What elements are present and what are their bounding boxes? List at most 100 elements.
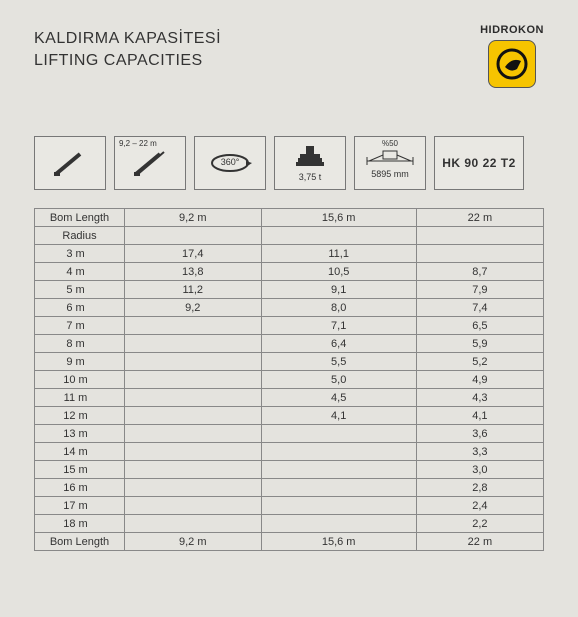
- page: KALDIRMA KAPASİTESİ LIFTING CAPACITIES H…: [0, 0, 578, 581]
- header-bom-length: Bom Length: [35, 209, 125, 227]
- value-cell: [416, 245, 543, 263]
- header: KALDIRMA KAPASİTESİ LIFTING CAPACITIES H…: [34, 24, 544, 88]
- value-cell: 9,2: [125, 299, 262, 317]
- value-cell: 9,1: [261, 281, 416, 299]
- value-cell: 2,2: [416, 515, 543, 533]
- value-cell: [261, 425, 416, 443]
- value-cell: [125, 317, 262, 335]
- radius-cell: 15 m: [35, 461, 125, 479]
- radius-cell: 18 m: [35, 515, 125, 533]
- empty-cell: [416, 227, 543, 245]
- value-cell: [125, 443, 262, 461]
- table-radius-row: Radius: [35, 227, 544, 245]
- spec-boom-range: 9,2 – 22 m: [114, 136, 186, 190]
- value-cell: [125, 479, 262, 497]
- spec-model-label: HK 90 22 T2: [442, 156, 516, 170]
- value-cell: 13,8: [125, 263, 262, 281]
- footer-col-1: 15,6 m: [261, 533, 416, 551]
- empty-cell: [125, 227, 262, 245]
- value-cell: 2,4: [416, 497, 543, 515]
- table-row: 12 m4,14,1: [35, 407, 544, 425]
- value-cell: 4,1: [416, 407, 543, 425]
- title-tr: KALDIRMA KAPASİTESİ: [34, 28, 221, 50]
- value-cell: 4,9: [416, 371, 543, 389]
- capacity-table: Bom Length 9,2 m 15,6 m 22 m Radius 3 m1…: [34, 208, 544, 551]
- spec-outrigger: %50 5895 mm: [354, 136, 426, 190]
- radius-cell: 3 m: [35, 245, 125, 263]
- value-cell: [125, 353, 262, 371]
- empty-cell: [261, 227, 416, 245]
- table-row: 4 m13,810,58,7: [35, 263, 544, 281]
- radius-cell: 17 m: [35, 497, 125, 515]
- value-cell: 4,3: [416, 389, 543, 407]
- radius-cell: 8 m: [35, 335, 125, 353]
- table-header-row: Bom Length 9,2 m 15,6 m 22 m: [35, 209, 544, 227]
- radius-cell: 14 m: [35, 443, 125, 461]
- radius-cell: 9 m: [35, 353, 125, 371]
- value-cell: 6,4: [261, 335, 416, 353]
- value-cell: [125, 371, 262, 389]
- footer-col-0: 9,2 m: [125, 533, 262, 551]
- table-row: 13 m 3,6: [35, 425, 544, 443]
- table-row: 9 m 5,55,2: [35, 353, 544, 371]
- table-body: 3 m17,411,14 m13,810,58,75 m11,29,17,96 …: [35, 245, 544, 533]
- value-cell: 7,4: [416, 299, 543, 317]
- table-row: 10 m 5,04,9: [35, 371, 544, 389]
- footer-col-2: 22 m: [416, 533, 543, 551]
- value-cell: 17,4: [125, 245, 262, 263]
- spec-icon-row: 9,2 – 22 m 360° 3,75 t %50 5895 mm HK 90…: [34, 136, 544, 190]
- table-row: 6 m9,28,07,4: [35, 299, 544, 317]
- title-en: LIFTING CAPACITIES: [34, 50, 221, 72]
- header-radius: Radius: [35, 227, 125, 245]
- table-row: 5 m11,29,17,9: [35, 281, 544, 299]
- spec-boom-icon: [34, 136, 106, 190]
- radius-cell: 10 m: [35, 371, 125, 389]
- table-row: 3 m17,411,1: [35, 245, 544, 263]
- value-cell: 11,1: [261, 245, 416, 263]
- footer-bom-length: Bom Length: [35, 533, 125, 551]
- spec-counterweight: 3,75 t: [274, 136, 346, 190]
- value-cell: [125, 407, 262, 425]
- value-cell: 2,8: [416, 479, 543, 497]
- value-cell: 8,0: [261, 299, 416, 317]
- value-cell: 5,9: [416, 335, 543, 353]
- spec-rotation: 360°: [194, 136, 266, 190]
- value-cell: [261, 515, 416, 533]
- value-cell: 5,0: [261, 371, 416, 389]
- value-cell: 7,9: [416, 281, 543, 299]
- value-cell: 3,0: [416, 461, 543, 479]
- table-footer-row: Bom Length 9,2 m 15,6 m 22 m: [35, 533, 544, 551]
- radius-cell: 16 m: [35, 479, 125, 497]
- value-cell: [125, 497, 262, 515]
- value-cell: 4,5: [261, 389, 416, 407]
- brand-logo-icon: [488, 40, 536, 88]
- header-col-0: 9,2 m: [125, 209, 262, 227]
- table-row: 14 m 3,3: [35, 443, 544, 461]
- value-cell: [125, 461, 262, 479]
- value-cell: [261, 497, 416, 515]
- value-cell: 7,1: [261, 317, 416, 335]
- table-row: 15 m 3,0: [35, 461, 544, 479]
- value-cell: 4,1: [261, 407, 416, 425]
- value-cell: 3,6: [416, 425, 543, 443]
- value-cell: 10,5: [261, 263, 416, 281]
- value-cell: [261, 461, 416, 479]
- value-cell: 3,3: [416, 443, 543, 461]
- table-row: 16 m 2,8: [35, 479, 544, 497]
- spec-outrigger-pct: %50: [355, 139, 425, 148]
- value-cell: 5,2: [416, 353, 543, 371]
- table-row: 18 m 2,2: [35, 515, 544, 533]
- value-cell: [125, 389, 262, 407]
- table-row: 17 m 2,4: [35, 497, 544, 515]
- radius-cell: 11 m: [35, 389, 125, 407]
- header-col-2: 22 m: [416, 209, 543, 227]
- value-cell: 11,2: [125, 281, 262, 299]
- spec-boom-range-label: 9,2 – 22 m: [119, 139, 157, 148]
- radius-cell: 13 m: [35, 425, 125, 443]
- value-cell: [261, 443, 416, 461]
- value-cell: 5,5: [261, 353, 416, 371]
- radius-cell: 5 m: [35, 281, 125, 299]
- value-cell: [125, 515, 262, 533]
- spec-outrigger-mm: 5895 mm: [371, 169, 409, 179]
- value-cell: 8,7: [416, 263, 543, 281]
